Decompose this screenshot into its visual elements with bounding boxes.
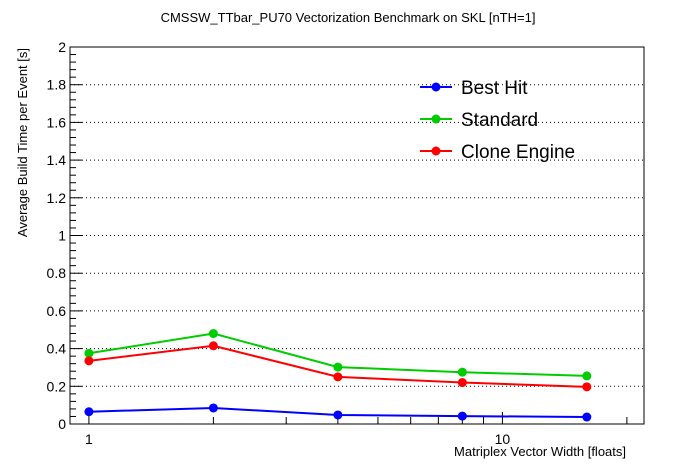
data-point — [208, 341, 218, 351]
data-point — [84, 356, 94, 366]
data-point — [457, 411, 467, 421]
data-point — [457, 367, 467, 377]
y-axis-label: Average Build Time per Event [s] — [15, 48, 30, 237]
chart-title: CMSSW_TTbar_PU70 Vectorization Benchmark… — [161, 10, 536, 25]
data-point — [333, 362, 343, 372]
data-point — [208, 403, 218, 413]
y-tick-label: 1.6 — [47, 114, 67, 130]
data-point — [457, 378, 467, 388]
data-point — [582, 371, 592, 381]
data-point — [84, 407, 94, 417]
y-tick-label: 0.4 — [47, 341, 67, 357]
data-point — [582, 412, 592, 422]
y-tick-label: 2 — [58, 39, 66, 55]
legend-marker — [431, 82, 441, 92]
legend-label: Clone Engine — [461, 142, 575, 163]
data-point — [84, 348, 94, 358]
legend-marker — [431, 146, 441, 156]
y-axis: 0 0.2 0.4 0.6 0.8 1 1.2 1.4 1.6 1.8 2 — [47, 39, 82, 432]
series-layer — [84, 329, 592, 422]
x-tick-label: 1 — [85, 431, 93, 447]
data-point — [582, 382, 592, 392]
legend-label: Standard — [461, 110, 538, 131]
y-tick-label: 0.2 — [47, 378, 67, 394]
x-tick-label: 10 — [495, 431, 511, 447]
y-tick-label: 1 — [58, 228, 66, 244]
y-tick-label: 0 — [58, 416, 66, 432]
legend-marker — [431, 114, 441, 124]
data-point — [333, 372, 343, 382]
y-tick-label: 1.4 — [47, 152, 67, 168]
y-tick-label: 0.8 — [47, 265, 67, 281]
data-point — [333, 410, 343, 420]
y-tick-label: 1.8 — [47, 77, 67, 93]
y-tick-label: 0.6 — [47, 303, 67, 319]
legend-label: Best Hit — [461, 78, 528, 99]
legend: Best Hit Standard Clone Engine — [420, 78, 575, 163]
y-tick-label: 1.2 — [47, 190, 67, 206]
data-point — [208, 329, 218, 339]
grid-lines — [70, 84, 644, 387]
x-axis-label: Matriplex Vector Width [floats] — [454, 444, 626, 459]
